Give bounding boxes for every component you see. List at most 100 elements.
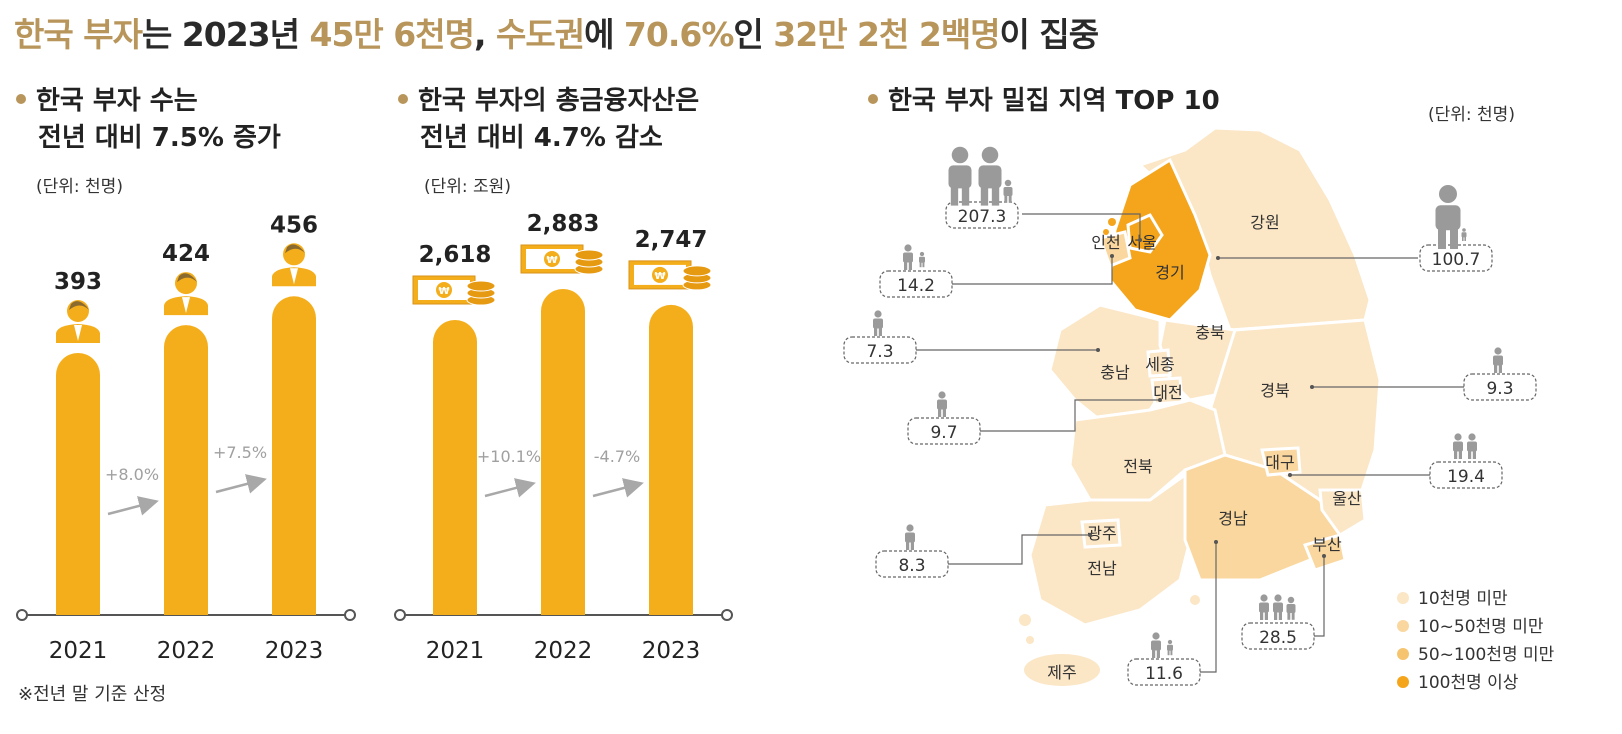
axis-end-dot (16, 609, 28, 621)
person-icon (978, 146, 1002, 206)
legend-swatch (1397, 620, 1409, 632)
region-label: 부산 (1312, 535, 1342, 554)
data-label: 2,747 (635, 227, 708, 253)
callout-value: 7.3 (866, 342, 893, 362)
region-label: 경기 (1155, 263, 1184, 282)
callout-dot (1216, 256, 1220, 260)
svg-text:₩: ₩ (438, 286, 449, 297)
callout-value: 9.3 (1486, 379, 1513, 399)
map-region-인천 (1098, 230, 1132, 268)
person-icon (1003, 179, 1013, 203)
tick-label: 2021 (49, 638, 108, 664)
callout-dot (1322, 554, 1326, 558)
callout-dot (1138, 238, 1142, 242)
callout-box (1241, 622, 1315, 650)
callout-line (1200, 542, 1217, 673)
map-region-강원 (1137, 126, 1372, 332)
bullet-icon (16, 93, 26, 104)
change-label: -4.7% (594, 447, 640, 466)
axis-end-dot (394, 609, 406, 621)
map-region-서울 (1126, 213, 1164, 254)
person-icon (1151, 632, 1161, 658)
callout-box (875, 550, 949, 578)
callout-value: 14.2 (897, 276, 935, 296)
person-icon (1453, 433, 1463, 459)
data-label: 393 (54, 269, 102, 295)
callout-box (1463, 373, 1537, 401)
callout-value: 207.3 (958, 207, 1007, 227)
data-label: 2,883 (527, 211, 600, 237)
change-label: +10.1% (477, 447, 541, 466)
region-label: 경남 (1218, 509, 1248, 528)
region-label: 인천 (1091, 233, 1120, 252)
person-icon (1167, 639, 1173, 656)
change-arrow (107, 496, 159, 516)
callout-dot (1214, 540, 1218, 544)
chart2-plot: ₩2,618 2021 ₩2,883 2022 ₩2,747 2023 +10.1% -4.7… (394, 211, 733, 664)
headline: 한국 부자는 2023년 45만 6천명, 수도권에 70.6%인 32만 2천… (14, 8, 1100, 56)
money-icon: ₩ (412, 275, 496, 306)
chart1-plot: 393 2021 424 2022 456 2023 +8.0% +7.5% (16, 212, 356, 664)
callout-dot (1158, 398, 1162, 402)
person-icon (873, 310, 883, 336)
callout-box (843, 336, 917, 364)
region-label: 제주 (1047, 663, 1076, 682)
callout-box (879, 270, 953, 298)
headline-segment: , (473, 15, 496, 54)
person-icon (905, 524, 915, 550)
legend-swatch (1397, 648, 1409, 660)
headline-segment: 수도권 (495, 15, 585, 54)
chart2-title: 한국 부자의 총금융자산은 전년 대비 4.7% 감소 (398, 83, 699, 157)
svg-text:₩: ₩ (546, 255, 557, 266)
bar (56, 353, 100, 615)
person-icon (1259, 594, 1269, 620)
region-label: 광주 (1087, 524, 1116, 543)
headline-segment: 이 집중 (999, 15, 1100, 54)
change-arrow (215, 474, 267, 494)
callout-dot (1110, 254, 1114, 258)
bar (164, 325, 208, 615)
legend-swatch (1397, 592, 1409, 604)
headline-segment: 에 (584, 15, 624, 54)
callout-line (1314, 556, 1325, 637)
region-label: 울산 (1332, 489, 1362, 508)
callout-line (980, 399, 1160, 432)
callout-line (1022, 213, 1141, 240)
bar (541, 288, 585, 615)
tick-label: 2023 (642, 638, 701, 664)
bar (433, 320, 477, 615)
person-icon (1461, 228, 1467, 241)
tick-label: 2022 (157, 638, 216, 664)
headline-segment: 는 2023년 (141, 15, 310, 54)
map-region-전남 (1028, 472, 1192, 627)
map-region-대구 (1260, 446, 1302, 477)
data-label: 456 (270, 212, 318, 238)
callout-box (1429, 461, 1503, 489)
person-icon (1435, 185, 1461, 249)
map-region-제주 (1024, 654, 1100, 686)
headline-segment: 32만 2천 2백명 (773, 15, 1000, 54)
bullet-icon (868, 93, 878, 104)
callout-value: 11.6 (1145, 664, 1183, 684)
legend-label: 100천명 이상 (1418, 673, 1519, 693)
headline-segment: 70.6% (623, 15, 734, 54)
change-arrow (592, 478, 644, 498)
legend-label: 10천명 미만 (1418, 589, 1508, 609)
region-label: 서울 (1127, 233, 1156, 252)
callout-box (907, 417, 981, 445)
legend-swatch (1397, 676, 1409, 688)
region-label: 경북 (1260, 381, 1289, 400)
map-region-광주 (1080, 518, 1122, 549)
callout-box (1127, 658, 1201, 686)
callout-value: 28.5 (1259, 628, 1297, 648)
person-icon (1467, 433, 1477, 459)
region-label: 세종 (1145, 355, 1174, 374)
map-region-세종 (1146, 348, 1172, 378)
footnote: ※전년 말 기준 산정 (18, 684, 167, 705)
region-label: 대전 (1153, 383, 1182, 402)
axis-end-dot (344, 609, 356, 621)
person-icon (1286, 596, 1296, 620)
callout-value: 100.7 (1432, 250, 1481, 270)
tick-label: 2023 (265, 638, 324, 664)
